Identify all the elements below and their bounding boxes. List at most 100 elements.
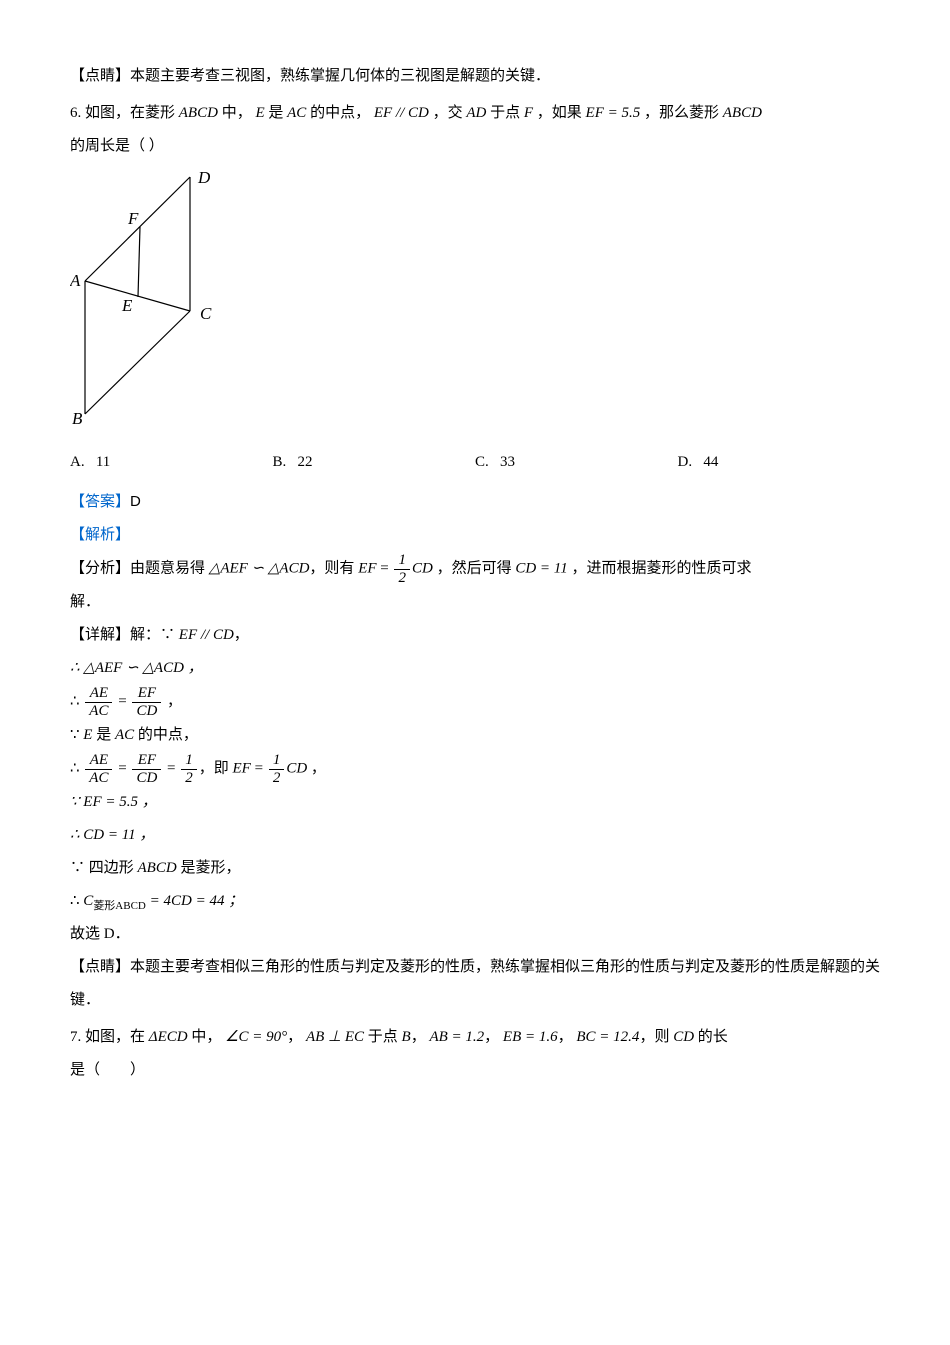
comma: ， <box>311 760 326 776</box>
den: 2 <box>269 770 285 787</box>
pre: ∴ <box>70 760 80 776</box>
ang: ∠C = 90° <box>225 1029 287 1045</box>
opt-val: 33 <box>500 454 515 470</box>
t: ，如果 <box>537 105 582 121</box>
xj-label: 【详解】 <box>70 627 130 643</box>
t: ，则 <box>639 1029 669 1045</box>
t: 于点 <box>490 105 520 121</box>
opt-val: 11 <box>96 454 110 470</box>
den: CD <box>132 770 161 787</box>
frac-ef-cd: EFCD <box>132 685 161 719</box>
t: 的中点， <box>310 105 370 121</box>
efeq: EF = 5.5 <box>586 105 641 121</box>
ad: AD <box>466 105 486 121</box>
q7-number: 7. <box>70 1029 81 1045</box>
abcd2: ABCD <box>723 105 762 121</box>
t: ，交 <box>433 105 463 121</box>
opt-label: B. <box>273 454 287 470</box>
bcv: BC = 12.4 <box>576 1029 639 1045</box>
t: 由题意易得 <box>130 560 205 576</box>
t: 的中点， <box>134 727 198 743</box>
opt-label: D. <box>678 454 693 470</box>
cd: CD <box>673 1029 694 1045</box>
t: ，然后可得 <box>437 560 512 576</box>
t: ，那么菱形 <box>644 105 719 121</box>
t: ，进而根据菱形的性质可求 <box>571 560 751 576</box>
t: 于点 <box>368 1029 398 1045</box>
ac: AC <box>287 105 306 121</box>
t: ， <box>411 1029 426 1045</box>
option-d[interactable]: D. 44 <box>678 446 881 479</box>
option-c[interactable]: C. 33 <box>475 446 678 479</box>
t: 解：∵ <box>130 627 175 643</box>
answer-value: D <box>130 493 141 510</box>
num: 1 <box>394 552 410 570</box>
q7-stem: 7. 如图，在 ΔECD 中， ∠C = 90°， AB ⊥ EC 于点 B， … <box>70 1021 880 1054</box>
den: CD <box>132 703 161 720</box>
t: 如图，在 <box>85 1029 145 1045</box>
t: ，则有 <box>309 560 354 576</box>
q6-step-4: ∴ AEAC = EFCD = 12，即 EF = 12CD ， <box>70 752 880 786</box>
q6-step-9: 故选 D． <box>70 918 880 951</box>
num: AE <box>85 752 112 770</box>
answer-label: 【答案】 <box>70 494 130 510</box>
svg-text:C: C <box>200 304 212 323</box>
comma: ， <box>234 627 249 643</box>
q6-number: 6. <box>70 105 81 121</box>
q6-step-2: ∴ AEAC = EFCD ， <box>70 685 880 719</box>
bpt: B <box>402 1029 411 1045</box>
t: 是 <box>268 105 283 121</box>
q6-step-1: ∴ △AEF ∽ △ACD ， <box>70 652 880 685</box>
q6-options: A. 11 B. 22 C. 33 D. 44 <box>70 446 880 479</box>
option-a[interactable]: A. 11 <box>70 446 273 479</box>
t: 是菱形， <box>177 860 241 876</box>
t: ∵ <box>70 727 83 743</box>
abv: AB = 1.2 <box>429 1029 484 1045</box>
q6-dianping: 【点睛】本题主要考查相似三角形的性质与判定及菱形的性质，熟练掌握相似三角形的性质… <box>70 951 880 1017</box>
sim: △AEF ∽ △ACD <box>209 560 310 576</box>
num: 1 <box>181 752 197 770</box>
svg-text:B: B <box>72 409 83 428</box>
den: AC <box>85 703 112 720</box>
num: AE <box>85 685 112 703</box>
eq: = 4CD = 44 ； <box>146 893 243 909</box>
efcd: EF // CD <box>374 105 429 121</box>
q6-diagram: DFAECB <box>70 169 880 442</box>
cd11: CD = 11 <box>515 560 567 576</box>
frac-ae-ac: AEAC <box>85 685 112 719</box>
q6-stem: 6. 如图，在菱形 ABCD 中， E 是 AC 的中点， EF // CD ，… <box>70 97 880 130</box>
c-var: C <box>83 893 93 909</box>
t: ， <box>287 1029 302 1045</box>
opt-label: A. <box>70 454 85 470</box>
pre: ∴ <box>70 893 83 909</box>
mid: ，即 <box>199 760 229 776</box>
efcd: EF // CD <box>179 627 234 643</box>
fenxi-label: 【分析】 <box>70 560 130 576</box>
f: F <box>524 105 533 121</box>
num: EF <box>132 685 161 703</box>
q6-stem-2: 的周长是（ ） <box>70 130 880 163</box>
svg-text:F: F <box>127 209 139 228</box>
cd: CD <box>286 760 307 776</box>
ef: EF <box>358 560 376 576</box>
pre: ∴ <box>70 693 80 709</box>
t: 中， <box>222 105 252 121</box>
svg-text:D: D <box>197 169 211 187</box>
t: ∵ 四边形 <box>70 860 138 876</box>
q6-detail-0: 【详解】解：∵ EF // CD， <box>70 619 880 652</box>
q6-step-8: ∴ C菱形ABCD = 4CD = 44 ； <box>70 885 880 918</box>
opt-val: 44 <box>703 454 718 470</box>
q6-step-5: ∵ EF = 5.5 ， <box>70 786 880 819</box>
t: 的长 <box>698 1029 728 1045</box>
q6-answer: 【答案】D <box>70 485 880 519</box>
den: AC <box>85 770 112 787</box>
frac-ae-ac-2: AEAC <box>85 752 112 786</box>
q6-jiexi-label: 【解析】 <box>70 519 880 552</box>
q6-fenxi: 【分析】由题意易得 △AEF ∽ △ACD，则有 EF = 12CD ，然后可得… <box>70 552 880 586</box>
q7-stem-2: 是（ ） <box>70 1054 880 1087</box>
option-b[interactable]: B. 22 <box>273 446 476 479</box>
ef: EF <box>233 760 251 776</box>
q6-step-3: ∵ E 是 AC 的中点， <box>70 719 880 752</box>
frac-half: 12 <box>181 752 197 786</box>
cd: CD <box>412 560 433 576</box>
